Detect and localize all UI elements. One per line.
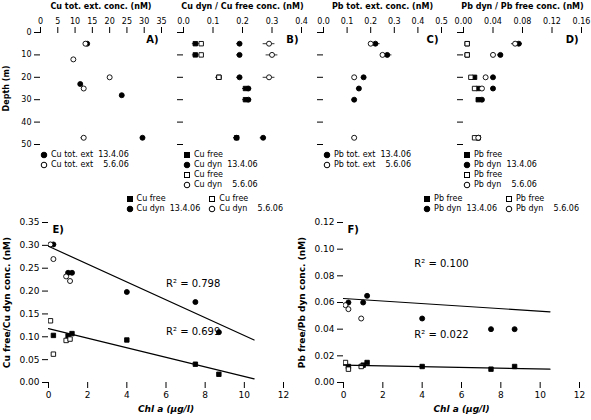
svg-text:0.04: 0.04 xyxy=(314,324,334,334)
svg-text:4: 4 xyxy=(124,390,130,400)
html-text:Cu dyn 13.4.06: Cu dyn 13.4.06 xyxy=(136,204,201,213)
svg-text:0.05: 0.05 xyxy=(19,355,39,365)
html-text:Cu dyn 13.4.06: Cu dyn 13.4.06 xyxy=(194,160,258,169)
html-text:Cu dyn 5.6.06: Cu dyn 5.6.06 xyxy=(219,204,283,213)
html-text:Cu tot. ext 13.4.06: Cu tot. ext 13.4.06 xyxy=(51,150,129,159)
svg-text:8: 8 xyxy=(498,390,504,400)
svg-text:F): F) xyxy=(348,224,359,235)
svg-text:R² = 0.798: R² = 0.798 xyxy=(166,278,220,289)
svg-text:0.4: 0.4 xyxy=(412,17,425,26)
svg-text:Pb free/Pb dyn conc. (nM): Pb free/Pb dyn conc. (nM) xyxy=(297,237,307,368)
svg-text:Depth (m): Depth (m) xyxy=(2,66,11,112)
svg-text:0.1: 0.1 xyxy=(207,17,220,26)
svg-text:0.3: 0.3 xyxy=(266,17,279,26)
svg-text:0.5: 0.5 xyxy=(435,17,448,26)
html-text:Pb free: Pb free xyxy=(474,170,503,179)
svg-text:25: 25 xyxy=(122,17,132,26)
svg-text:R² = 0.100: R² = 0.100 xyxy=(414,258,468,269)
svg-text:Cu dyn / Cu free conc. (nM): Cu dyn / Cu free conc. (nM) xyxy=(181,2,303,11)
svg-text:0.2: 0.2 xyxy=(236,17,249,26)
svg-text:12: 12 xyxy=(574,390,585,400)
svg-text:Pb dyn / Pb free conc. (nM): Pb dyn / Pb free conc. (nM) xyxy=(461,2,583,11)
html-text:Cu free: Cu free xyxy=(219,194,249,203)
svg-text:0.25: 0.25 xyxy=(19,263,39,273)
svg-text:D): D) xyxy=(566,34,579,45)
svg-text:Cu tot. ext. conc. (nM): Cu tot. ext. conc. (nM) xyxy=(50,2,151,11)
svg-text:0.20: 0.20 xyxy=(19,286,39,296)
svg-text:35: 35 xyxy=(156,17,166,26)
svg-text:4: 4 xyxy=(419,390,425,400)
svg-text:0: 0 xyxy=(46,390,52,400)
svg-text:40: 40 xyxy=(21,118,31,127)
html-text:Pb tot. ext 13.4.06: Pb tot. ext 13.4.06 xyxy=(334,150,411,159)
html-text:Pb dyn 5.6.06: Pb dyn 5.6.06 xyxy=(474,180,537,189)
html-text:Pb free: Pb free xyxy=(434,194,463,203)
svg-text:10: 10 xyxy=(534,390,546,400)
html-text:Cu free: Cu free xyxy=(194,170,223,179)
svg-text:0.0: 0.0 xyxy=(317,17,330,26)
svg-text:E): E) xyxy=(53,224,64,235)
svg-text:30: 30 xyxy=(139,17,149,26)
svg-text:0.00: 0.00 xyxy=(314,377,334,387)
svg-text:6: 6 xyxy=(163,390,169,400)
svg-text:0.00: 0.00 xyxy=(455,17,473,26)
svg-text:0.2: 0.2 xyxy=(364,17,377,26)
svg-text:10: 10 xyxy=(239,390,251,400)
svg-text:0: 0 xyxy=(341,390,347,400)
html-text:Pb free: Pb free xyxy=(516,194,545,203)
svg-text:2: 2 xyxy=(85,390,91,400)
svg-text:0: 0 xyxy=(38,17,43,26)
svg-text:12: 12 xyxy=(278,390,289,400)
svg-text:0.35: 0.35 xyxy=(19,217,39,227)
svg-text:C): C) xyxy=(427,34,439,45)
svg-text:0.10: 0.10 xyxy=(19,332,39,342)
html-text:Pb tot. ext 5.6.06: Pb tot. ext 5.6.06 xyxy=(334,160,411,169)
svg-text:Cu free/Cu dyn conc. (nM): Cu free/Cu dyn conc. (nM) xyxy=(2,237,12,368)
svg-text:R² = 0.022: R² = 0.022 xyxy=(414,329,468,340)
svg-text:0.1: 0.1 xyxy=(341,17,354,26)
html-text:Pb free: Pb free xyxy=(474,150,503,159)
svg-text:0.08: 0.08 xyxy=(514,17,532,26)
svg-text:Chl a (μg/l): Chl a (μg/l) xyxy=(433,404,489,414)
svg-text:6: 6 xyxy=(459,390,465,400)
svg-text:0.3: 0.3 xyxy=(388,17,401,26)
html-text:Cu free: Cu free xyxy=(194,150,223,159)
svg-text:15: 15 xyxy=(87,17,97,26)
svg-text:0: 0 xyxy=(26,28,31,37)
svg-text:30: 30 xyxy=(21,95,31,104)
svg-text:R² = 0.699: R² = 0.699 xyxy=(166,326,220,337)
svg-text:10: 10 xyxy=(21,50,31,59)
html-text:Pb dyn 13.4.06: Pb dyn 13.4.06 xyxy=(474,160,537,169)
svg-text:0.02: 0.02 xyxy=(314,351,334,361)
svg-text:2: 2 xyxy=(380,390,386,400)
svg-text:0.04: 0.04 xyxy=(484,17,502,26)
svg-text:5: 5 xyxy=(55,17,60,26)
html-text:Cu tot. ext 5.6.06: Cu tot. ext 5.6.06 xyxy=(51,160,129,169)
svg-text:20: 20 xyxy=(21,73,31,82)
svg-text:0.06: 0.06 xyxy=(314,297,334,307)
svg-text:20: 20 xyxy=(105,17,115,26)
svg-text:0.10: 0.10 xyxy=(314,244,334,254)
svg-text:50: 50 xyxy=(21,140,31,149)
svg-text:0.0: 0.0 xyxy=(177,17,190,26)
html-text:Cu free: Cu free xyxy=(136,194,166,203)
svg-text:Chl a (μg/l): Chl a (μg/l) xyxy=(138,404,194,414)
svg-text:Pb tot. ext. conc. (nM): Pb tot. ext. conc. (nM) xyxy=(332,2,433,11)
svg-text:0.4: 0.4 xyxy=(295,17,308,26)
html-text:Pb dyn 13.4.06: Pb dyn 13.4.06 xyxy=(434,204,497,213)
svg-text:0.30: 0.30 xyxy=(19,240,39,250)
svg-text:B): B) xyxy=(286,34,298,45)
svg-text:0.16: 0.16 xyxy=(573,17,591,26)
svg-text:0.15: 0.15 xyxy=(19,309,39,319)
svg-text:A): A) xyxy=(146,34,158,45)
html-text:Pb dyn 5.6.06: Pb dyn 5.6.06 xyxy=(516,204,579,213)
html-text:Cu dyn 5.6.06: Cu dyn 5.6.06 xyxy=(194,180,258,189)
svg-text:8: 8 xyxy=(202,390,208,400)
svg-text:0.12: 0.12 xyxy=(543,17,561,26)
svg-text:0.08: 0.08 xyxy=(314,271,334,281)
svg-text:10: 10 xyxy=(70,17,80,26)
svg-text:0.12: 0.12 xyxy=(314,217,334,227)
svg-text:0.00: 0.00 xyxy=(19,377,39,387)
